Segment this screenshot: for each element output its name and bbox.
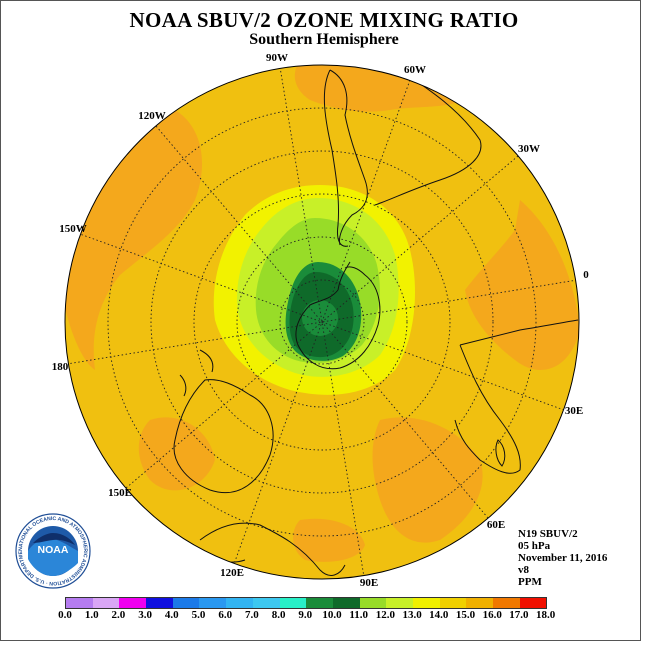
colorbar-tick-label: 15.0	[455, 609, 476, 621]
coast-south-america-east	[374, 69, 482, 206]
meridian-30e-150w	[79, 233, 565, 411]
colorbar-swatch	[172, 598, 200, 608]
ozone-core-center	[302, 300, 338, 336]
meridian-60e-120w	[155, 125, 489, 519]
ozone-region-orange-east	[465, 200, 579, 370]
info-instrument: N19 SBUV/2	[518, 528, 578, 540]
coast-madagascar	[495, 439, 506, 467]
colorbar-swatch	[199, 598, 227, 608]
coast-south-america	[323, 69, 368, 247]
info-date: November 11, 2016	[518, 552, 608, 564]
info-block: N19 SBUV/2 05 hPa November 11, 2016 v8 P…	[518, 528, 607, 588]
main-title: NOAA SBUV/2 OZONE MIXING RATIO	[129, 8, 519, 32]
colorbar-ticks: 0.0 1.0 2.0 3.0 4.0 5.0 6.0 7.0 8.0 9.0 10.0 11.0 12…	[0, 609, 648, 623]
colorbar	[65, 597, 548, 609]
coast-new-zealand	[179, 349, 214, 397]
colorbar-tick-label: 7.0	[245, 609, 259, 621]
colorbar-tick-label: 9.0	[298, 609, 313, 621]
colorbar-tick-label: 1.0	[84, 609, 99, 621]
lon-label-90e: 90E	[360, 577, 378, 589]
svg-text:NOAA: NOAA	[38, 544, 69, 556]
lat-circle-75s	[279, 279, 365, 365]
colorbar-swatch	[92, 598, 120, 608]
coast-antarctica	[295, 266, 381, 370]
lon-label-60w: 60W	[404, 64, 426, 76]
colorbar-swatch	[439, 598, 467, 608]
noaa-logo: NATIONAL OCEANIC AND ATMOSPHERIC ADMINIS…	[15, 513, 91, 589]
coast-antarctic-peninsula	[337, 261, 351, 291]
colorbar-swatch	[412, 598, 440, 608]
colorbar-swatch	[519, 598, 547, 608]
colorbar-tick-label: 6.0	[218, 609, 233, 621]
colorbar-tick-label: 5.0	[191, 609, 206, 621]
lon-label-30w: 30W	[518, 143, 540, 155]
colorbar-tick-label: 3.0	[138, 609, 152, 621]
colorbar-swatch	[466, 598, 493, 608]
lon-label-90w: 90W	[266, 52, 288, 64]
colorbar-swatch	[359, 598, 387, 608]
lon-label-60e: 60E	[487, 519, 505, 531]
colorbar-tick-label: 2.0	[111, 609, 126, 621]
ozone-region-orange-southeast	[372, 417, 483, 543]
info-level: 05 hPa	[518, 540, 551, 552]
colorbar-swatch	[252, 598, 280, 608]
lon-label-0: 0	[583, 269, 589, 281]
lon-label-150w: 150W	[59, 223, 87, 235]
colorbar-swatch	[66, 598, 93, 608]
colorbar-swatch	[332, 598, 360, 608]
colorbar-tick-label: 0.0	[58, 609, 72, 621]
meridian-60w-120e	[233, 79, 411, 565]
colorbar-tick-label: 13.0	[402, 609, 422, 621]
lon-label-30e: 30E	[565, 405, 583, 417]
colorbar-tick-label: 8.0	[271, 609, 286, 621]
colorbar-swatch	[119, 598, 147, 608]
lat-circle-30s	[150, 150, 494, 494]
lat-circle-60s	[236, 236, 408, 408]
lat-circle-15s	[107, 107, 537, 537]
colorbar-tick-label: 14.0	[429, 609, 449, 621]
lon-label-150e: 150E	[108, 487, 132, 499]
colorbar-tick-label: 17.0	[509, 609, 529, 621]
colorbar-tick-label: 11.0	[349, 609, 369, 621]
colorbar-swatch	[493, 598, 520, 608]
coast-australia	[173, 379, 274, 494]
graticule	[66, 66, 578, 578]
colorbar-swatch	[386, 598, 413, 608]
colorbar-tick-label: 10.0	[322, 609, 342, 621]
colorbar-swatch	[226, 598, 253, 608]
ozone-region-orange-southwest	[138, 417, 215, 491]
map-boundary	[64, 64, 580, 580]
colorbar-tick-label: 16.0	[482, 609, 502, 621]
lon-label-120w: 120W	[138, 110, 166, 122]
colorbar-swatch	[279, 598, 307, 608]
lon-label-120e: 120E	[220, 567, 244, 579]
lon-label-180: 180	[52, 361, 69, 373]
colorbar-tick-label: 12.0	[375, 609, 396, 621]
lat-circle-45s	[193, 193, 451, 451]
info-version: v8	[518, 564, 529, 576]
info-units: PPM	[518, 576, 542, 588]
coast-africa	[454, 319, 579, 474]
colorbar-swatch	[306, 598, 333, 608]
colorbar-tick-label: 18.0	[535, 609, 556, 621]
ozone-region-orange-south	[293, 518, 365, 562]
colorbar-swatch	[146, 598, 173, 608]
ozone-region-orange-north	[294, 65, 470, 112]
subtitle: Southern Hemisphere	[249, 31, 399, 48]
colorbar-tick-label: 4.0	[164, 609, 179, 621]
